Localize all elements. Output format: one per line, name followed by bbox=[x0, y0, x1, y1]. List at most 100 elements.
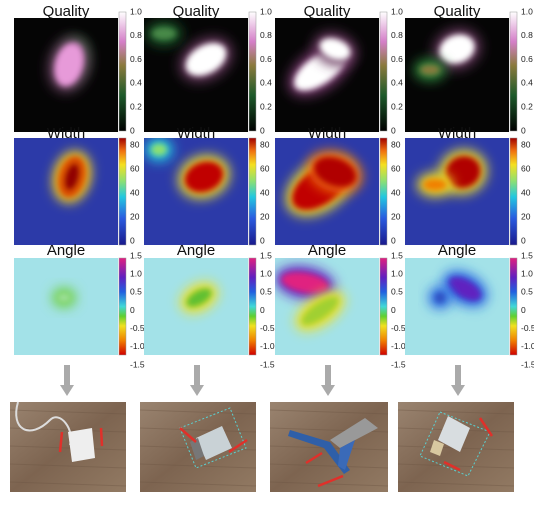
colorbar-tick: 0 bbox=[260, 305, 265, 315]
colorbar bbox=[380, 258, 387, 355]
colorbar-tick: -1.0 bbox=[521, 341, 534, 351]
colorbar bbox=[380, 12, 387, 131]
colorbar bbox=[510, 258, 517, 355]
panel-title: Width bbox=[308, 125, 346, 142]
blob-core bbox=[151, 144, 167, 156]
colorbar-tick: -1.5 bbox=[130, 359, 145, 369]
colorbar-tick: 80 bbox=[391, 139, 401, 149]
colorbar-tick: 60 bbox=[130, 163, 140, 173]
blob-core bbox=[420, 65, 440, 75]
colorbar-tick: -1.0 bbox=[391, 341, 406, 351]
colorbar-tick: 0.2 bbox=[521, 101, 533, 111]
colorbar-tick: 0.4 bbox=[130, 78, 142, 88]
heatmap bbox=[14, 138, 118, 245]
colorbar-tick: 0.5 bbox=[391, 287, 403, 297]
colorbar-tick: 1.0 bbox=[260, 268, 272, 278]
colorbar-tick: 0.8 bbox=[260, 30, 272, 40]
colorbar-tick: 0 bbox=[521, 235, 526, 245]
colorbar-tick: 1.0 bbox=[391, 6, 403, 16]
colorbar-tick: -0.5 bbox=[521, 323, 534, 333]
colorbar bbox=[510, 12, 517, 131]
colorbar-tick: 0 bbox=[391, 125, 396, 135]
arrow-head bbox=[60, 385, 74, 396]
heatmap bbox=[273, 258, 379, 355]
panel-title: Width bbox=[177, 125, 215, 142]
colorbar-tick: 1.0 bbox=[130, 6, 142, 16]
colorbar-tick: 40 bbox=[260, 187, 270, 197]
colorbar-tick: 0 bbox=[130, 305, 135, 315]
heatmap bbox=[405, 138, 509, 245]
colorbar-tick: -1.0 bbox=[130, 341, 145, 351]
colorbar-tick: 80 bbox=[130, 139, 140, 149]
colorbar-tick: 0 bbox=[260, 235, 265, 245]
panel-title: Angle bbox=[47, 242, 85, 259]
colorbar-tick: 0.8 bbox=[130, 30, 142, 40]
colorbar-tick: 60 bbox=[391, 163, 401, 173]
arrow-head bbox=[451, 385, 465, 396]
colorbar-tick: 0.5 bbox=[521, 287, 533, 297]
blob-core bbox=[423, 179, 447, 191]
colorbar-tick: 20 bbox=[391, 211, 401, 221]
heatmap bbox=[275, 138, 379, 245]
blob-core bbox=[152, 28, 176, 40]
colorbar-tick: 0.2 bbox=[130, 101, 142, 111]
colorbar-tick: 0 bbox=[391, 235, 396, 245]
colorbar-tick: 0.2 bbox=[391, 101, 403, 111]
blob-core bbox=[58, 294, 70, 302]
heatmap bbox=[14, 18, 118, 132]
colorbar-tick: 1.0 bbox=[130, 268, 142, 278]
colorbar-tick: 0.8 bbox=[521, 30, 533, 40]
colorbar-tick: 0 bbox=[521, 125, 526, 135]
colorbar-tick: 80 bbox=[260, 139, 270, 149]
panel-title: Quality bbox=[304, 3, 351, 20]
colorbar-tick: -0.5 bbox=[130, 323, 145, 333]
colorbar-tick: 0.6 bbox=[130, 54, 142, 64]
colorbar-tick: -0.5 bbox=[391, 323, 406, 333]
colorbar-tick: 0.4 bbox=[260, 78, 272, 88]
colorbar-tick: 20 bbox=[260, 211, 270, 221]
object bbox=[68, 428, 95, 462]
colorbar-tick: 60 bbox=[521, 163, 531, 173]
colorbar-tick: 40 bbox=[391, 187, 401, 197]
heatmap bbox=[405, 18, 509, 132]
colorbar-tick: 0 bbox=[130, 125, 135, 135]
colorbar-tick: 1.5 bbox=[260, 250, 272, 260]
heatmap bbox=[144, 138, 248, 245]
colorbar-tick: -1.5 bbox=[391, 359, 406, 369]
panel-title: Angle bbox=[177, 242, 215, 259]
colorbar-tick: 60 bbox=[260, 163, 270, 173]
colorbar bbox=[119, 258, 126, 355]
heatmap bbox=[405, 258, 509, 355]
colorbar-tick: 0.5 bbox=[130, 287, 142, 297]
colorbar bbox=[380, 138, 387, 245]
colorbar-tick: 0.6 bbox=[260, 54, 272, 64]
colorbar-tick: 0.4 bbox=[391, 78, 403, 88]
colorbar-tick: 1.0 bbox=[260, 6, 272, 16]
panel-title: Quality bbox=[434, 3, 481, 20]
colorbar-tick: 0 bbox=[130, 235, 135, 245]
colorbar-tick: 1.5 bbox=[130, 250, 142, 260]
blob-core bbox=[435, 293, 445, 303]
colorbar-tick: 1.0 bbox=[391, 268, 403, 278]
grasp-line bbox=[101, 428, 102, 446]
colorbar-tick: -1.5 bbox=[260, 359, 275, 369]
colorbar-tick: -0.5 bbox=[260, 323, 275, 333]
colorbar-tick: 20 bbox=[521, 211, 531, 221]
colorbar-tick: 0 bbox=[521, 305, 526, 315]
panel-title: Angle bbox=[438, 242, 476, 259]
colorbar-tick: 20 bbox=[130, 211, 140, 221]
colorbar-tick: 1.5 bbox=[391, 250, 403, 260]
colorbar-tick: 0.6 bbox=[521, 54, 533, 64]
colorbar-tick: 1.0 bbox=[521, 6, 533, 16]
colorbar-tick: 80 bbox=[521, 139, 531, 149]
colorbar-tick: 1.0 bbox=[521, 268, 533, 278]
heatmap bbox=[144, 18, 248, 132]
colorbar bbox=[510, 138, 517, 245]
arrow-head bbox=[190, 385, 204, 396]
colorbar bbox=[249, 258, 256, 355]
colorbar-tick: 0 bbox=[260, 125, 265, 135]
colorbar-tick: 0.5 bbox=[260, 287, 272, 297]
colorbar-tick: 1.5 bbox=[521, 250, 533, 260]
colorbar-tick: 0.8 bbox=[391, 30, 403, 40]
panel-title: Angle bbox=[308, 242, 346, 259]
